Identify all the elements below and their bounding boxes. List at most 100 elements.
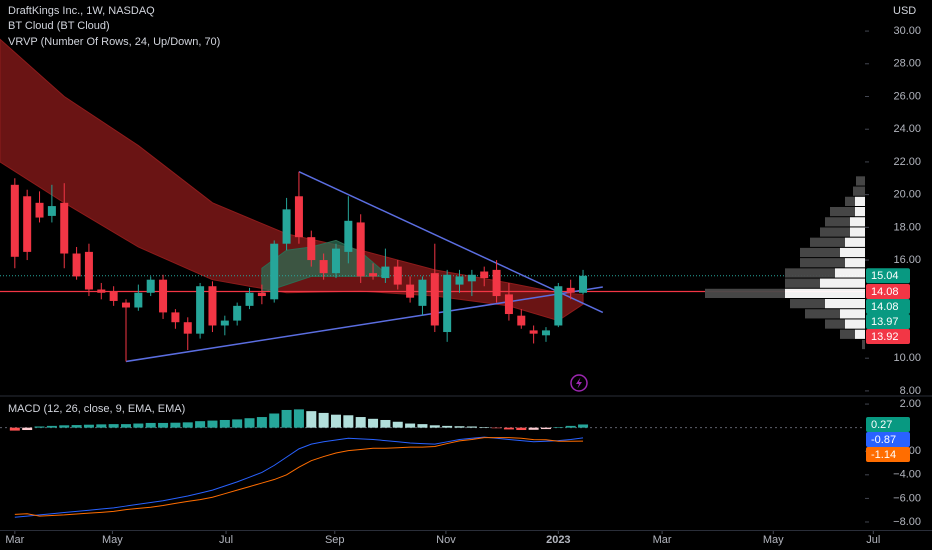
candle-body <box>220 320 229 326</box>
replay-icon[interactable] <box>570 374 588 392</box>
histogram-bar <box>170 422 181 428</box>
y-tick-label: 2.00 <box>900 398 921 410</box>
histogram-bar <box>108 424 119 428</box>
macd-title: MACD (12, 26, close, 9, EMA, EMA) <box>8 403 185 415</box>
candle-body <box>307 237 316 261</box>
candle-body <box>504 294 513 315</box>
histogram-bar <box>491 427 502 429</box>
candle-body <box>579 275 588 293</box>
volume-up <box>850 217 865 227</box>
histogram-bar <box>368 418 379 428</box>
histogram-bar <box>281 409 292 428</box>
volume-down <box>820 227 850 237</box>
candle-body <box>455 276 464 285</box>
candle-body <box>146 279 155 293</box>
candle-body <box>10 184 19 257</box>
candle-body <box>319 260 328 274</box>
histogram-bar <box>34 426 45 428</box>
indicator-label: BT Cloud (BT Cloud) <box>8 20 110 32</box>
y-tick-label: 8.00 <box>900 385 921 397</box>
candle-body <box>480 271 489 279</box>
x-tick-label: 2023 <box>546 534 570 546</box>
candle-body <box>282 209 291 244</box>
candle-body <box>492 269 501 297</box>
histogram-bar <box>565 425 576 428</box>
candle-body <box>208 286 217 326</box>
candle-body <box>134 292 143 308</box>
candle-body <box>418 279 427 306</box>
y-tick-label: −6.00 <box>893 492 921 504</box>
y-tick-label: −4.00 <box>893 469 921 481</box>
candle-body <box>47 206 56 216</box>
candle-body <box>270 243 279 300</box>
price-label: 14.08 <box>871 286 899 298</box>
candle-body <box>245 292 254 306</box>
candle-body <box>294 196 303 238</box>
icon-ring[interactable] <box>570 374 588 392</box>
volume-down <box>856 176 865 186</box>
volume-down <box>810 237 845 247</box>
histogram-bar <box>46 425 57 428</box>
volume-down <box>790 298 825 309</box>
icon-bolt[interactable] <box>576 377 582 389</box>
x-tick-label: May <box>102 534 123 546</box>
trendline <box>298 171 604 314</box>
histogram-bar <box>22 427 33 431</box>
histogram-bar <box>133 423 144 428</box>
candle-body <box>430 273 439 326</box>
candle-body <box>109 291 118 301</box>
histogram-bar <box>540 427 551 430</box>
volume-down <box>705 288 785 298</box>
candle-body <box>35 202 44 218</box>
x-tick-label: Jul <box>866 534 880 546</box>
histogram-bar <box>578 424 589 428</box>
histogram-bar <box>392 421 403 428</box>
histogram-bar <box>219 419 230 428</box>
volume-up <box>840 309 865 319</box>
candle-body <box>554 286 563 326</box>
candle-body <box>331 248 340 274</box>
histogram-bar <box>318 412 329 428</box>
volume-up <box>820 278 865 288</box>
y-tick-label: 10.00 <box>893 352 921 364</box>
histogram-bar <box>417 424 428 428</box>
price-label: 14.08 <box>871 301 899 313</box>
candle-body <box>517 315 526 326</box>
histogram-bar <box>256 417 267 428</box>
candle-body <box>159 279 168 313</box>
value-label-box <box>866 431 910 447</box>
candle-body <box>60 202 69 254</box>
histogram-bar <box>553 427 564 428</box>
histogram-bar <box>96 424 107 428</box>
histogram-bar <box>120 424 131 428</box>
candle-body <box>406 284 415 298</box>
volume-up <box>850 227 865 237</box>
candle-body <box>356 222 365 277</box>
volume-down <box>853 186 865 196</box>
value-label: 0.27 <box>871 419 892 431</box>
candle-body <box>171 312 180 323</box>
histogram-bar <box>59 425 70 428</box>
histogram-bar <box>442 425 453 428</box>
histogram-bar <box>83 424 94 428</box>
histogram-bar <box>232 419 243 428</box>
volume-up <box>825 298 865 309</box>
histogram-bar <box>429 425 440 428</box>
macd-pane <box>0 409 865 518</box>
candle-body <box>393 266 402 285</box>
candle-body <box>381 266 390 279</box>
volume-down <box>800 258 845 268</box>
y-tick-label: −8.00 <box>893 516 921 528</box>
histogram-bar <box>71 425 82 428</box>
histogram-bar <box>158 422 169 428</box>
price-label-box <box>866 328 910 344</box>
candle-body <box>196 286 205 334</box>
histogram-bar <box>330 414 341 428</box>
price-label: 13.97 <box>871 316 899 328</box>
candle-body <box>84 251 93 290</box>
volume-down <box>825 319 845 329</box>
histogram-bar <box>293 409 304 428</box>
histogram-bar <box>528 427 539 430</box>
